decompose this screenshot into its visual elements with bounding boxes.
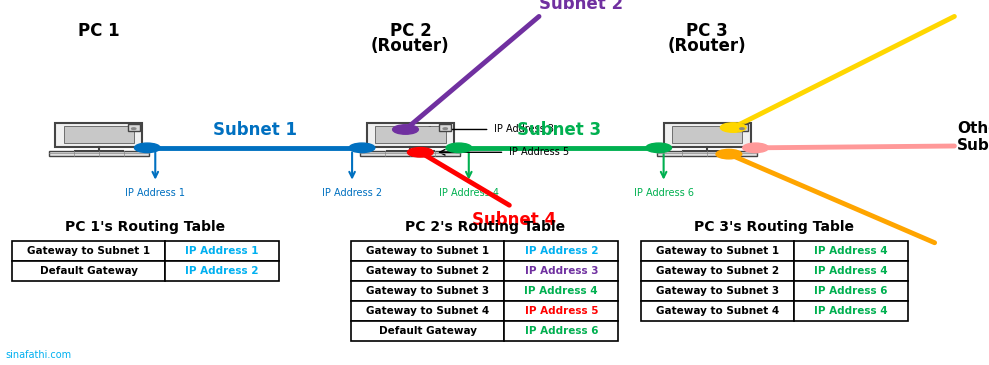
Bar [641,301,794,321]
Text: Gateway to Subnet 4: Gateway to Subnet 4 [366,306,490,316]
Text: (Router): (Router) [371,36,450,55]
Bar [504,301,618,321]
Text: PC 3's Routing Table: PC 3's Routing Table [694,220,854,234]
Text: IP Address 4: IP Address 4 [439,188,498,198]
Text: Gateway to Subnet 3: Gateway to Subnet 3 [366,286,490,296]
Bar [641,261,794,281]
Circle shape [443,128,447,130]
Bar [504,321,618,341]
Bar [351,321,504,341]
Bar [736,124,748,131]
Bar [63,126,135,143]
Text: (Router): (Router) [668,36,747,55]
Text: Gateway to Subnet 2: Gateway to Subnet 2 [366,266,490,276]
Bar [12,241,165,261]
Bar [12,261,165,281]
Text: PC 2's Routing Table: PC 2's Routing Table [405,220,565,234]
Text: Gateway to Subnet 1: Gateway to Subnet 1 [656,246,779,256]
Text: Subnet 2: Subnet 2 [539,0,623,13]
Text: IP Address 6: IP Address 6 [634,188,693,198]
Bar [165,241,279,261]
Bar [794,281,908,301]
Text: IP Address 4: IP Address 4 [524,286,598,296]
Bar [504,241,618,261]
Circle shape [393,125,418,134]
Text: Other
Subnets: Other Subnets [957,121,989,153]
Bar [351,301,504,321]
Text: IP Address 3: IP Address 3 [524,266,598,276]
Bar [641,241,794,261]
Text: Gateway to Subnet 2: Gateway to Subnet 2 [656,266,779,276]
Bar [641,281,794,301]
Text: IP Address 4: IP Address 4 [814,306,888,316]
Text: IP Address 5: IP Address 5 [524,306,598,316]
Circle shape [349,143,375,153]
Circle shape [740,128,744,130]
Bar [672,126,743,143]
Bar [48,151,149,155]
Text: PC 3: PC 3 [686,22,728,40]
Text: Gateway to Subnet 1: Gateway to Subnet 1 [27,246,150,256]
Text: Subnet 4: Subnet 4 [472,211,557,229]
Bar [794,261,908,281]
Text: IP Address 2: IP Address 2 [322,188,382,198]
Text: Gateway to Subnet 1: Gateway to Subnet 1 [366,246,490,256]
Text: PC 2: PC 2 [390,22,431,40]
Text: IP Address 4: IP Address 4 [814,266,888,276]
Bar [794,301,908,321]
Bar [504,281,618,301]
Bar [657,151,758,155]
Text: IP Address 2: IP Address 2 [185,266,259,276]
Bar [351,261,504,281]
Bar [360,151,461,155]
Text: Default Gateway: Default Gateway [379,326,477,336]
Circle shape [407,147,433,157]
Text: PC 1: PC 1 [78,22,120,40]
Text: IP Address 1: IP Address 1 [126,188,185,198]
Text: IP Address 2: IP Address 2 [524,246,598,256]
Text: sinafathi.com: sinafathi.com [5,350,71,360]
Text: IP Address 4: IP Address 4 [814,246,888,256]
Bar [504,261,618,281]
Bar [664,123,751,147]
Text: Subnet 3: Subnet 3 [516,121,601,139]
Text: PC 1's Routing Table: PC 1's Routing Table [65,220,225,234]
Text: Subnet 1: Subnet 1 [213,121,297,139]
Bar [165,261,279,281]
Bar [128,124,139,131]
Text: IP Address 6: IP Address 6 [814,286,888,296]
Circle shape [716,149,742,159]
Circle shape [720,123,746,132]
Bar [367,123,454,147]
Text: Gateway to Subnet 3: Gateway to Subnet 3 [656,286,779,296]
Circle shape [132,128,135,130]
Bar [55,123,142,147]
Circle shape [743,143,768,153]
Bar [351,241,504,261]
Circle shape [646,143,672,153]
Bar [351,281,504,301]
Text: IP Address 3: IP Address 3 [494,124,555,134]
Text: IP Address 1: IP Address 1 [185,246,259,256]
Text: IP Address 6: IP Address 6 [524,326,598,336]
Text: IP Address 5: IP Address 5 [509,147,570,157]
Bar [794,241,908,261]
Bar [375,126,446,143]
Text: Default Gateway: Default Gateway [40,266,137,276]
Text: Gateway to Subnet 4: Gateway to Subnet 4 [656,306,779,316]
Circle shape [135,143,160,153]
Bar [439,124,451,131]
Circle shape [446,143,472,153]
